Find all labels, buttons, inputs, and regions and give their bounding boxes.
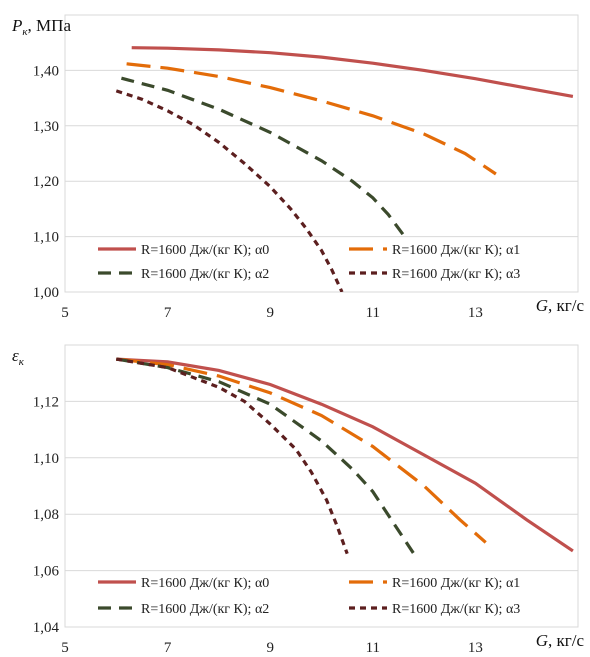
chart-panel-2: 1,04 1,06 1,08 1,10 1,12 5 7 9 11 13 εк G, кг/с R=16… [12,344,585,656]
x-tick-label: 9 [266,305,274,321]
legend-entry-bg [345,572,559,591]
legend-entry-bg [345,239,559,258]
x-tick-label: 7 [164,640,172,656]
legend-label-1: R=1600 Дж/(кг К); α0 [141,576,269,591]
legend-entry-bg [94,263,308,282]
x-tick-label: 13 [468,640,483,656]
x-tick-label: 7 [164,305,172,321]
legend-entry-bg [94,239,308,258]
x-tick-label: 11 [366,640,380,656]
legend-label-3: R=1600 Дж/(кг К); α2 [141,267,269,282]
x-tick-label: 5 [61,640,69,656]
series-line-1 [131,46,574,98]
legend-entry-bg [94,598,308,617]
y-axis-title: εк [12,346,25,368]
y-tick-label: 1,12 [33,394,59,410]
legend-entry-bg [345,598,559,617]
series-line-3 [116,357,416,555]
legend-label-1: R=1600 Дж/(кг К); α0 [141,243,269,258]
series-line-4 [115,89,344,292]
y-axis-title: Pк, МПа [11,16,71,38]
y-tick-label: 1,40 [33,63,59,79]
legend-label-2: R=1600 Дж/(кг К); α1 [392,243,520,258]
series-line-1 [116,357,574,553]
legend-label-4: R=1600 Дж/(кг К); α3 [392,602,520,617]
series-line-4 [116,357,349,555]
series-line-3 [120,76,410,244]
x-tick-label: 11 [366,305,380,321]
y-tick-label: 1,10 [33,230,59,246]
chart-panel-1: 1,00 1,10 1,20 1,30 1,40 5 7 9 11 13 Pк, МПа G, кг/… [11,14,585,321]
legend-entry-bg [345,263,559,282]
y-tick-label: 1,00 [33,285,59,301]
x-tick-label: 9 [266,640,274,656]
y-tick-label: 1,20 [33,174,59,190]
legend-label-4: R=1600 Дж/(кг К); α3 [392,267,520,282]
x-tick-label: 13 [468,305,483,321]
y-tick-label: 1,10 [33,451,59,467]
legend-entry-bg [94,572,308,591]
x-axis-title: G, кг/с [536,296,585,315]
y-tick-label: 1,30 [33,119,59,135]
series-line-2 [116,357,487,544]
y-tick-label: 1,06 [33,564,60,580]
x-axis-title: G, кг/с [536,631,585,650]
y-tick-label: 1,04 [33,620,60,636]
x-tick-label: 5 [61,305,69,321]
legend-label-3: R=1600 Дж/(кг К); α2 [141,602,269,617]
y-tick-label: 1,08 [33,507,59,523]
legend-label-2: R=1600 Дж/(кг К); α1 [392,576,520,591]
